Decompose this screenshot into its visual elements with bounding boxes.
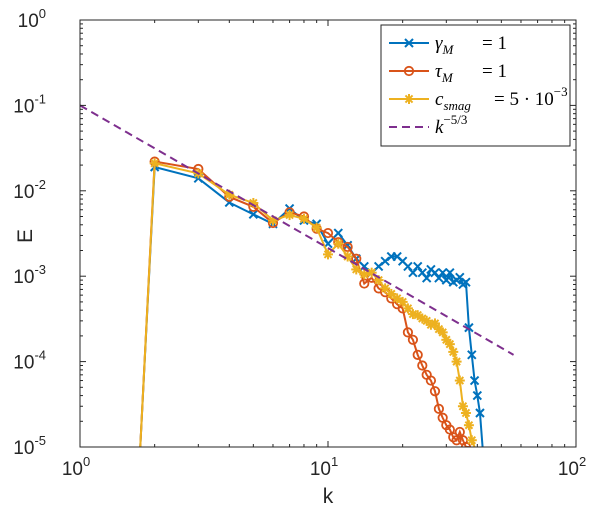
star-marker bbox=[311, 222, 322, 233]
legend-entry: γM = 1 bbox=[389, 33, 507, 57]
x-axis-label: k bbox=[323, 485, 334, 508]
circle-marker bbox=[417, 360, 428, 371]
circle-marker bbox=[407, 334, 419, 345]
y-tick-label: 10-1 bbox=[13, 91, 46, 117]
star-marker bbox=[437, 327, 448, 338]
y-tick-label: 10-3 bbox=[13, 262, 46, 288]
star-marker bbox=[298, 213, 309, 224]
star-marker bbox=[284, 210, 295, 221]
x-tick-label: 101 bbox=[310, 454, 338, 480]
circle-marker bbox=[351, 253, 362, 264]
x-marker bbox=[404, 38, 414, 48]
x-marker bbox=[333, 228, 343, 238]
legend-label: τM = 1 bbox=[435, 61, 507, 85]
star-marker bbox=[444, 339, 455, 350]
x-marker bbox=[464, 322, 474, 333]
star-marker bbox=[466, 435, 477, 446]
y-tick-label: 10-2 bbox=[13, 177, 46, 203]
circle-marker bbox=[451, 435, 462, 446]
circle-marker bbox=[429, 386, 441, 397]
star-marker bbox=[460, 408, 471, 419]
legend-entry: csmag = 5 · 10−3 bbox=[389, 84, 568, 113]
star-marker bbox=[451, 356, 462, 367]
x-marker bbox=[461, 277, 471, 287]
x-marker bbox=[248, 209, 259, 220]
y-axis-label: E bbox=[14, 229, 37, 243]
series-line bbox=[80, 104, 515, 356]
circle-marker bbox=[322, 227, 334, 239]
circle-marker bbox=[402, 327, 414, 338]
star-marker bbox=[454, 375, 465, 386]
star-marker bbox=[359, 269, 370, 280]
star-marker bbox=[351, 264, 362, 275]
star-marker bbox=[323, 249, 333, 260]
circle-marker bbox=[403, 65, 415, 77]
x-marker bbox=[441, 275, 452, 285]
series-layer bbox=[80, 104, 515, 447]
y-tick-label: 100 bbox=[18, 6, 46, 32]
series-none bbox=[80, 104, 515, 356]
y-tick-label: 10-4 bbox=[13, 348, 46, 374]
x-marker bbox=[467, 350, 477, 360]
star-marker bbox=[149, 158, 160, 169]
circle-marker bbox=[433, 403, 444, 414]
legend-entry: τM = 1 bbox=[389, 61, 507, 85]
x-tick-label: 102 bbox=[558, 454, 586, 480]
y-tick-label: 10-5 bbox=[13, 433, 46, 459]
x-marker bbox=[472, 390, 483, 401]
circle-marker bbox=[342, 241, 353, 253]
x-marker bbox=[430, 267, 440, 278]
circle-marker bbox=[425, 375, 437, 386]
x-marker bbox=[359, 261, 369, 272]
x-marker bbox=[475, 408, 485, 418]
x-marker bbox=[380, 256, 390, 266]
star-marker bbox=[429, 318, 440, 329]
x-marker bbox=[421, 273, 432, 283]
x-marker bbox=[445, 267, 455, 278]
legend-label: csmag = 5 · 10−3 bbox=[435, 84, 568, 113]
star-marker bbox=[404, 94, 414, 104]
circle-marker bbox=[412, 349, 423, 360]
x-marker bbox=[434, 273, 444, 283]
x-marker bbox=[413, 261, 423, 272]
legend-entry: k−5/3 bbox=[389, 112, 467, 138]
legend-label: γM = 1 bbox=[435, 33, 507, 57]
circle-marker bbox=[454, 426, 465, 438]
x-marker bbox=[437, 267, 448, 278]
ticks-layer: 100 101 102 100 10-1 10-2 10-3 10-4 10-5 bbox=[13, 6, 586, 480]
x-marker bbox=[469, 375, 480, 386]
star-marker bbox=[448, 346, 459, 357]
legend-label: k−5/3 bbox=[435, 112, 467, 138]
x-tick-label: 100 bbox=[62, 454, 90, 480]
star-marker bbox=[463, 420, 474, 431]
star-marker bbox=[333, 238, 344, 249]
